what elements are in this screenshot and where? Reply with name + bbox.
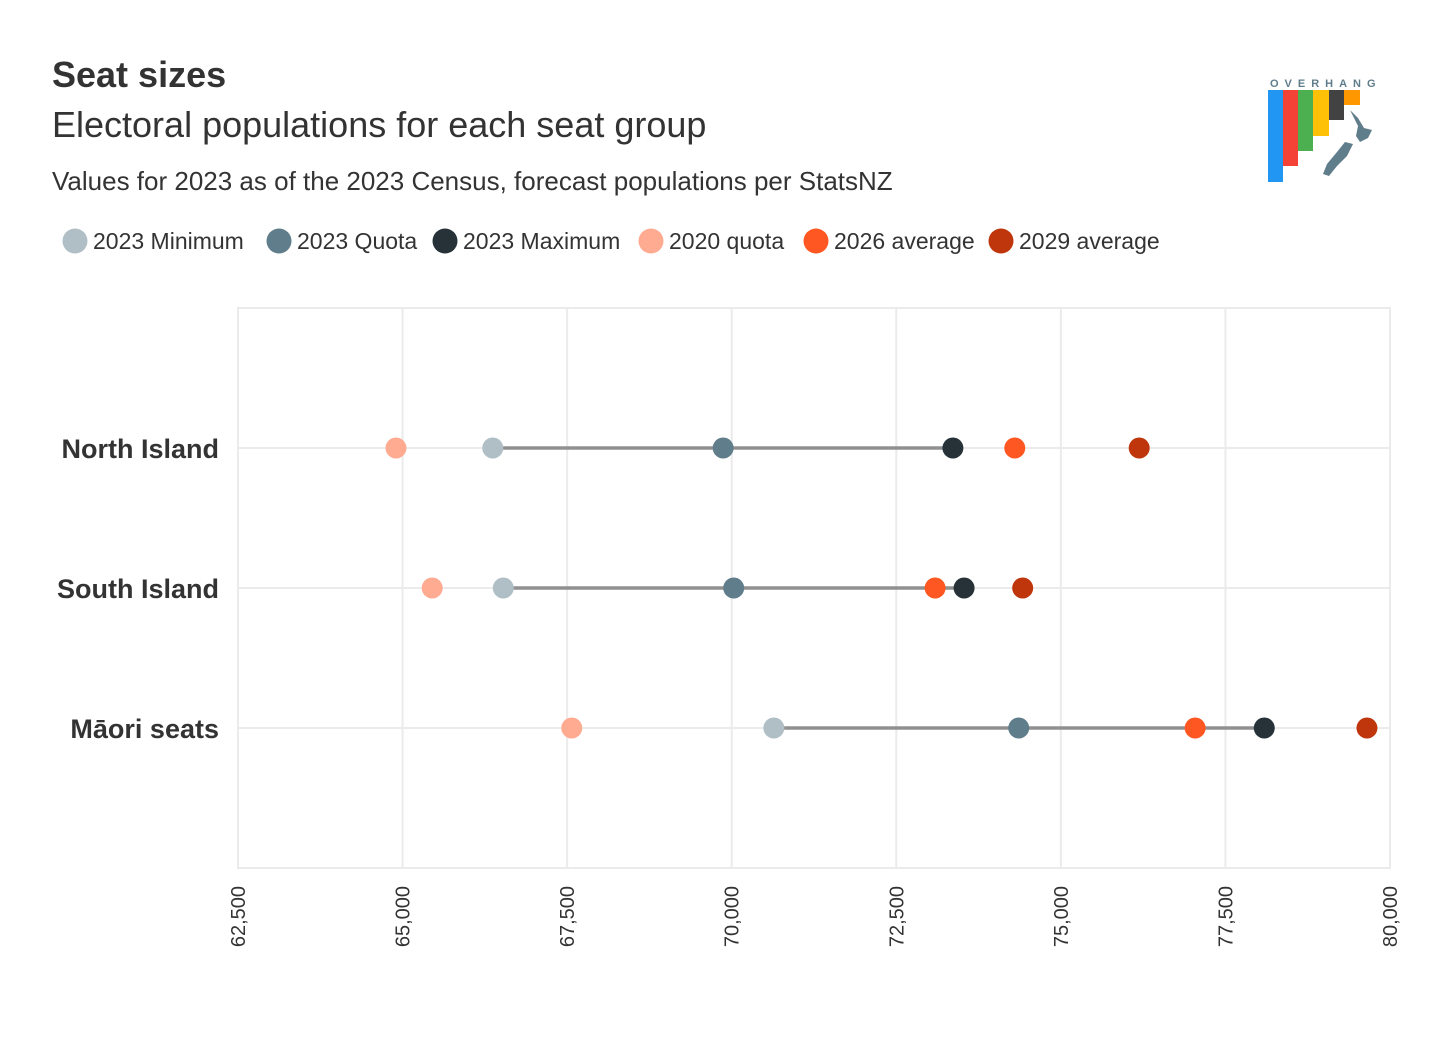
point-2020-quota (385, 437, 407, 459)
x-tick-label: 77,500 (1215, 886, 1237, 947)
legend-swatch (803, 228, 829, 254)
y-category-label: Māori seats (70, 714, 219, 744)
point-2029-average (1356, 717, 1378, 739)
legend-swatch (988, 228, 1014, 254)
point-2023-minimum (763, 717, 785, 739)
point-2029-average (1012, 577, 1034, 599)
marks (385, 437, 1378, 739)
chart-subtitle: Electoral populations for each seat grou… (52, 104, 707, 145)
point-2029-average (1128, 437, 1150, 459)
y-category-label: South Island (57, 574, 219, 604)
point-2023-maximum (953, 577, 975, 599)
legend-label: 2029 average (1019, 228, 1160, 254)
point-2023-quota (723, 577, 745, 599)
x-tick-label: 70,000 (722, 886, 744, 947)
legend-swatch (266, 228, 292, 254)
x-tick-label: 65,000 (393, 886, 415, 947)
legend-label: 2020 quota (669, 228, 784, 254)
point-2026-average (1184, 717, 1206, 739)
overhang-logo: OVERHANG (1268, 78, 1382, 182)
x-axis: 62,500 65,000 67,500 70,000 72,500 75,000 77,5… (57, 434, 1402, 947)
legend-swatch (432, 228, 458, 254)
point-2020-quota (421, 577, 443, 599)
point-2023-minimum (492, 577, 514, 599)
point-2020-quota (561, 717, 583, 739)
legend-label: 2023 Minimum (93, 228, 244, 254)
legend: 2023 Minimum 2023 Quota 2023 Maximum 2020 q… (62, 228, 1160, 254)
x-tick-label: 80,000 (1380, 886, 1402, 947)
legend-swatch (638, 228, 664, 254)
x-tick-label: 62,500 (228, 886, 250, 947)
svg-text:OVERHANG: OVERHANG (1270, 78, 1382, 90)
chart-caption: Values for 2023 as of the 2023 Census, f… (52, 166, 893, 196)
x-tick-label: 75,000 (1051, 886, 1073, 947)
x-tick-label: 72,500 (886, 886, 908, 947)
point-2023-quota (1008, 717, 1030, 739)
x-tick-label: 67,500 (557, 886, 579, 947)
y-category-label: North Island (61, 434, 219, 464)
point-2023-maximum (942, 437, 964, 459)
point-2023-quota (712, 437, 734, 459)
legend-label: 2023 Maximum (463, 228, 620, 254)
legend-label: 2023 Quota (297, 228, 417, 254)
chart-title: Seat sizes (52, 54, 227, 95)
legend-swatch (62, 228, 88, 254)
point-2023-maximum (1253, 717, 1275, 739)
legend-label: 2026 average (834, 228, 975, 254)
point-2023-minimum (482, 437, 504, 459)
point-2026-average (1004, 437, 1026, 459)
point-2026-average (924, 577, 946, 599)
